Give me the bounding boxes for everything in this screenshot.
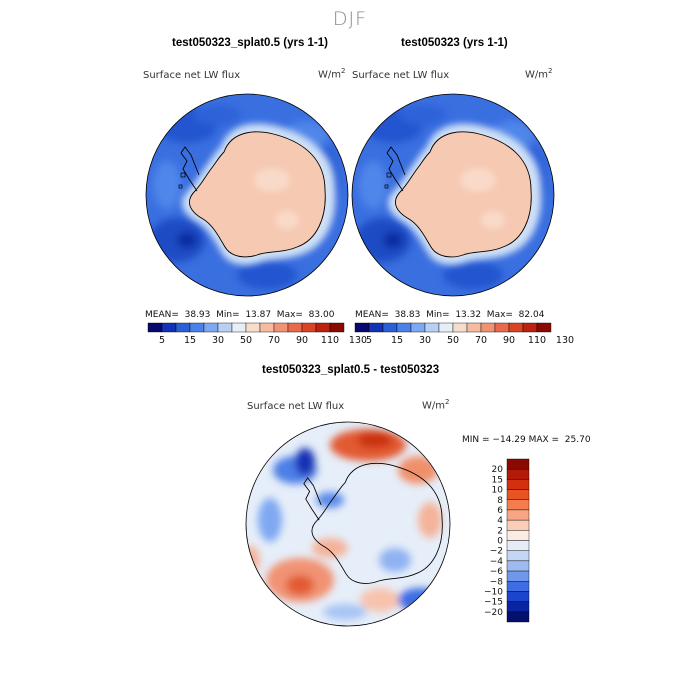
panel3-polar-map: [246, 422, 450, 626]
panel3-colorbar-color-swatch: [506, 611, 530, 623]
panel1-title: test050323_splat0.5 (yrs 1-1): [172, 37, 328, 49]
panel3-stats: MIN = −14.29 MAX = 25.70: [462, 435, 591, 445]
panel2-variable-label: Surface net LW flux: [352, 70, 450, 81]
panel1-colorbar-color-swatch: [203, 322, 219, 333]
panel2-colorbar-tick-label: 30: [419, 335, 431, 346]
panel3-colorbar-color-swatch: [506, 530, 530, 541]
panel2-colorbar-tick-label: 70: [475, 335, 487, 346]
panel1-colorbar-tick-label: 90: [296, 335, 308, 346]
panel3-colorbar-color-swatch: [506, 581, 530, 592]
panel1-colorbar-tick-label: 130: [349, 335, 367, 346]
panel3-colorbar-color-swatch: [506, 458, 530, 470]
panel3-colorbar-tick-label: −20: [484, 608, 503, 618]
panel2-colorbar-tick-label: 90: [503, 335, 515, 346]
panel3-colorbar-color-swatch: [506, 509, 530, 521]
panel3-colorbar-tick-label: −6: [490, 567, 504, 577]
panel3-colorbar-tick-label: 0: [497, 537, 503, 547]
panel2-map-frame: [351, 93, 555, 297]
panel2-colorbar-color-swatch: [536, 322, 552, 333]
panel1-colorbar-color-swatch: [161, 322, 177, 333]
panel3-colorbar-color-swatch: [506, 489, 530, 500]
season-title: DJF: [332, 8, 368, 30]
panel1-stats: MEAN= 38.93 Min= 13.87 Max= 83.00: [145, 310, 335, 320]
panel1-colorbar-color-swatch: [329, 322, 345, 333]
panel2-colorbar-color-swatch: [438, 322, 454, 333]
panel2-colorbar-color-swatch: [396, 322, 412, 333]
panel1-colorbar-color-swatch: [245, 322, 261, 333]
panel2-colorbar: 5 15 30 50 70 90 110 130: [354, 322, 574, 346]
panel3-colorbar-color-swatch: [506, 519, 530, 531]
panel3-colorbar-tick-label: −8: [490, 577, 504, 587]
panel2-colorbar-color-swatch: [452, 322, 468, 333]
panel3-colorbar-tick-label: 15: [492, 475, 503, 485]
panel2-colorbar-color-swatch: [354, 322, 370, 333]
panel2-colorbar-tick-label: 15: [391, 335, 403, 346]
panel1-colorbar-color-swatch: [175, 322, 191, 333]
panel3-colorbar-color-swatch: [506, 550, 530, 562]
panel3-colorbar-color-swatch: [506, 591, 530, 602]
panel1-colorbar-tick-label: 15: [184, 335, 196, 346]
panel3-colorbar-color-swatch: [506, 499, 530, 511]
panel1-polar-map: [146, 94, 348, 296]
panel1-variable-label: Surface net LW flux: [143, 70, 241, 81]
panel3-colorbar-tick-label: −2: [490, 547, 503, 557]
panel1-colorbar-color-swatch: [231, 322, 247, 333]
panel3-colorbar-color-swatch: [506, 468, 530, 480]
panel1-colorbar: 5 15 30 50 70 90 110 130: [147, 322, 367, 346]
panel3-colorbar-color-swatch: [506, 540, 530, 551]
panel2-colorbar-color-swatch: [368, 322, 384, 333]
panel3-colorbar-color-swatch: [506, 601, 530, 613]
panel2-polar-map: [352, 94, 554, 296]
panel3-colorbar-tick-label: 10: [492, 486, 504, 496]
panel3-colorbar-tick-label: 4: [497, 516, 503, 526]
panel1-colorbar-tick-label: 50: [240, 335, 252, 346]
panel3-colorbar-tick-label: −15: [484, 598, 503, 608]
panel1-map-frame: [145, 93, 349, 297]
panel2-colorbar-color-swatch: [522, 322, 538, 333]
panel1-colorbar-color-swatch: [147, 322, 163, 333]
panel3-title: test050323_splat0.5 - test050323: [262, 364, 440, 376]
panel2-units: W/m2: [525, 67, 553, 81]
panel3-colorbar-tick-label: −10: [484, 587, 503, 597]
panel3-units: W/m2: [422, 398, 450, 412]
panel2-colorbar-tick-label: 5: [366, 335, 372, 346]
panel2-colorbar-color-swatch: [508, 322, 524, 333]
panel1-colorbar-color-swatch: [189, 322, 205, 333]
panel3-colorbar-color-swatch: [506, 479, 530, 490]
panel1-colorbar-color-swatch: [273, 322, 289, 333]
panel3-colorbar-color-swatch: [506, 560, 530, 572]
panel1-colorbar-color-swatch: [259, 322, 275, 333]
panel1-units: W/m2: [318, 67, 346, 81]
panel3-colorbar-tick-label: 2: [497, 526, 503, 536]
panel3-colorbar-tick-label: 20: [492, 465, 504, 475]
panel2-colorbar-color-swatch: [466, 322, 482, 333]
panel3-colorbar-tick-label: −4: [490, 557, 504, 567]
panel2-colorbar-color-swatch: [410, 322, 426, 333]
panel3-map-frame: [245, 421, 451, 627]
panel2-colorbar-color-swatch: [494, 322, 510, 333]
panel2-title: test050323 (yrs 1-1): [401, 37, 508, 49]
panel3-variable-label: Surface net LW flux: [247, 401, 345, 412]
panel1-colorbar-tick-label: 5: [159, 335, 165, 346]
panel2-colorbar-color-swatch: [382, 322, 398, 333]
panel3-colorbar-tick-label: 8: [497, 496, 503, 506]
panel1-colorbar-tick-label: 30: [212, 335, 224, 346]
panel2-colorbar-color-swatch: [424, 322, 440, 333]
panel1-colorbar-tick-label: 110: [321, 335, 339, 346]
panel2-colorbar-tick-label: 50: [447, 335, 459, 346]
panel1-colorbar-color-swatch: [315, 322, 331, 333]
panel2-colorbar-tick-label: 130: [556, 335, 574, 346]
panel3-colorbar-tick-label: 6: [497, 506, 503, 516]
panel1-colorbar-color-swatch: [217, 322, 233, 333]
panel2-colorbar-tick-label: 110: [528, 335, 546, 346]
panel2-colorbar-color-swatch: [480, 322, 496, 333]
panel3-colorbar-color-swatch: [506, 570, 530, 582]
panel1-colorbar-color-swatch: [287, 322, 303, 333]
panel1-colorbar-tick-label: 70: [268, 335, 280, 346]
panel1-colorbar-color-swatch: [301, 322, 317, 333]
panel2-stats: MEAN= 38.83 Min= 13.32 Max= 82.04: [355, 310, 545, 320]
